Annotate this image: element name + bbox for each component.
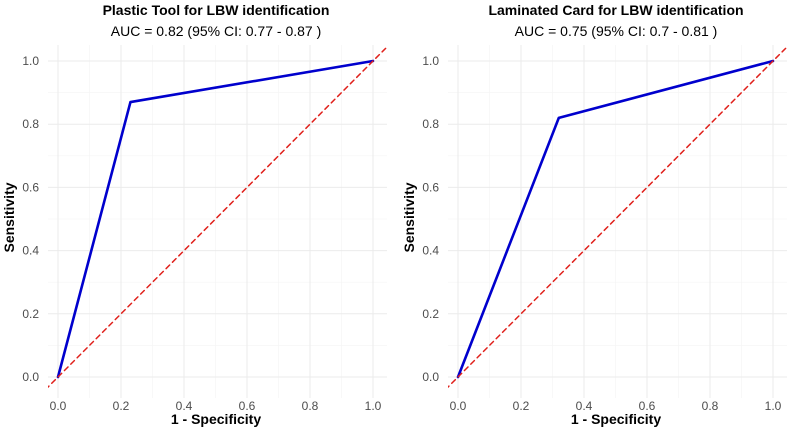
y-tick-label: 0.2 [22, 307, 39, 321]
x-tick-label: 0.8 [702, 399, 719, 413]
chart-title: Plastic Tool for LBW identification [103, 2, 330, 18]
chart-panel-1: 0.0 0.2 0.4 0.6 0.8 1.0 0.0 0.2 0.4 0.6 0.8 1.0 Plas… [1, 2, 387, 427]
y-axis-label: Sensitivity [401, 182, 417, 252]
roc-curve-line [456, 59, 775, 379]
y-tick-label: 1.0 [22, 54, 39, 68]
y-axis-label: Sensitivity [1, 182, 17, 252]
y-tick-label: 0.4 [422, 244, 439, 258]
chart-subtitle: AUC = 0.75 (95% CI: 0.7 - 0.81 ) [515, 23, 718, 39]
x-tick-label: 0.2 [513, 399, 530, 413]
x-tick-label: 1.0 [765, 399, 782, 413]
x-axis-label: 1 - Specificity [171, 411, 261, 427]
y-tick-label: 0.2 [422, 307, 439, 321]
chart-title: Laminated Card for LBW identification [488, 2, 743, 18]
chart-panel-2: 0.0 0.2 0.4 0.6 0.8 1.0 0.0 0.2 0.4 0.6 0.8 1.0 Lami… [401, 2, 787, 427]
x-axis-label: 1 - Specificity [571, 411, 661, 427]
y-tick-label: 1.0 [422, 54, 439, 68]
reference-diagonal-line [48, 47, 387, 389]
y-tick-label: 0.0 [422, 370, 439, 384]
x-tick-label: 1.0 [365, 399, 382, 413]
y-tick-label: 0.6 [22, 180, 39, 194]
roc-curve-line [56, 59, 375, 379]
x-tick-label: 0.0 [50, 399, 67, 413]
x-tick-label: 0.0 [450, 399, 467, 413]
x-tick-label: 0.4 [176, 399, 193, 413]
y-tick-label: 0.0 [22, 370, 39, 384]
y-tick-label: 0.8 [22, 117, 39, 131]
y-tick-label: 0.8 [422, 117, 439, 131]
x-tick-label: 0.2 [113, 399, 130, 413]
x-tick-label: 0.6 [639, 399, 656, 413]
x-tick-label: 0.8 [302, 399, 319, 413]
x-tick-label: 0.4 [576, 399, 593, 413]
plot-area [48, 47, 387, 389]
plot-area [448, 47, 787, 389]
chart-subtitle: AUC = 0.82 (95% CI: 0.77 - 0.87 ) [111, 23, 322, 39]
x-tick-label: 0.6 [239, 399, 256, 413]
reference-diagonal-line [448, 47, 787, 389]
y-tick-label: 0.4 [22, 244, 39, 258]
y-tick-label: 0.6 [422, 180, 439, 194]
